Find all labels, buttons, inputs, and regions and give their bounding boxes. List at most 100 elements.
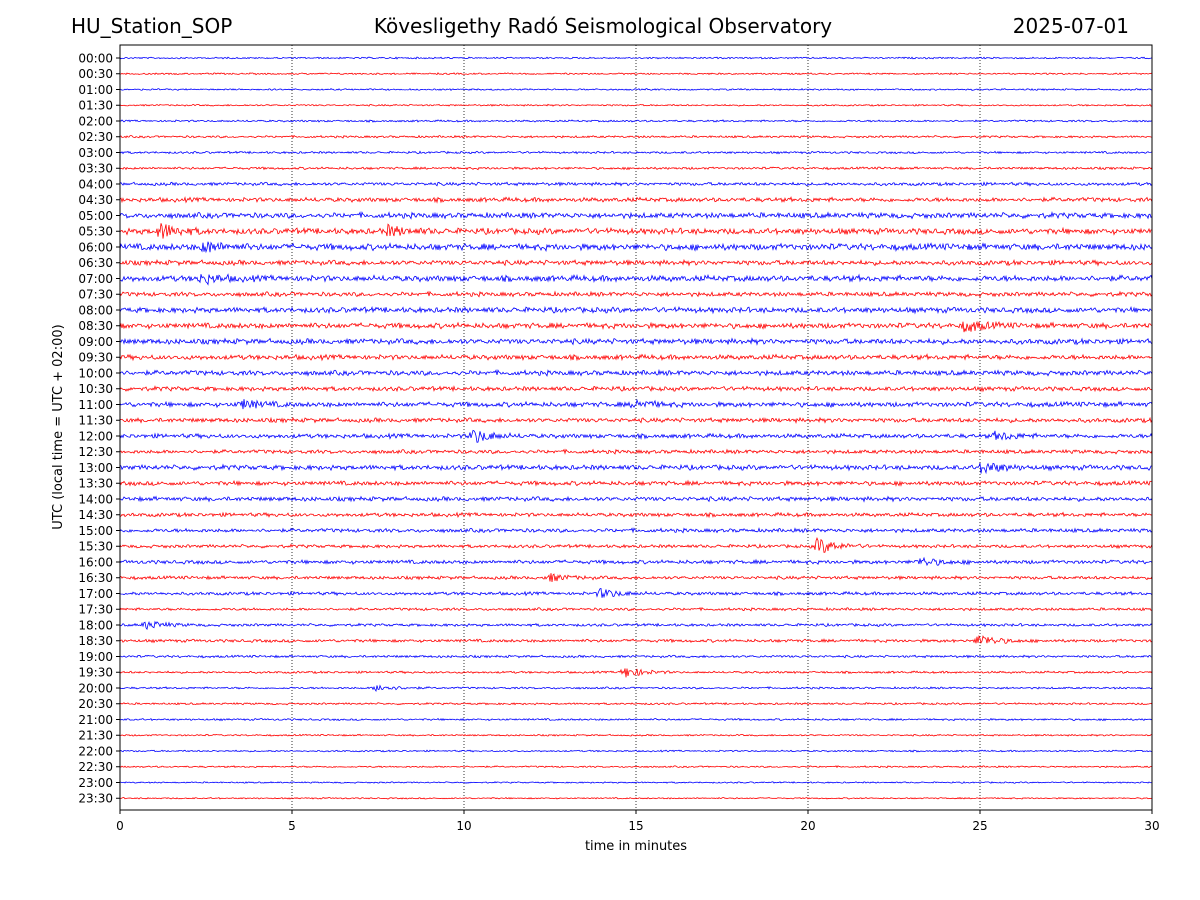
seismic-trace bbox=[119, 305, 1153, 315]
x-tick-label: 15 bbox=[628, 819, 643, 833]
seismic-trace bbox=[119, 462, 1153, 475]
seismic-trace bbox=[119, 119, 1153, 123]
y-tick-label: 19:30 bbox=[78, 666, 113, 680]
seismic-trace bbox=[119, 620, 1153, 631]
seismic-trace bbox=[119, 796, 1153, 800]
seismic-trace bbox=[119, 134, 1153, 139]
seismic-trace bbox=[119, 587, 1153, 599]
y-tick-label: 14:30 bbox=[78, 508, 113, 522]
seismic-trace bbox=[119, 573, 1153, 583]
seismic-trace bbox=[119, 717, 1153, 722]
seismic-trace bbox=[119, 337, 1153, 346]
y-tick-label: 11:00 bbox=[78, 398, 113, 412]
y-tick-label: 18:30 bbox=[78, 634, 113, 648]
y-tick-label: 03:30 bbox=[78, 162, 113, 176]
seismic-trace bbox=[119, 749, 1153, 753]
seismic-trace bbox=[119, 684, 1153, 693]
seismic-trace bbox=[119, 429, 1153, 443]
y-tick-label: 05:30 bbox=[78, 225, 113, 239]
y-tick-label: 08:00 bbox=[78, 303, 113, 317]
trace-layer bbox=[119, 56, 1153, 800]
y-tick-label: 03:00 bbox=[78, 146, 113, 160]
y-tick-label: 00:00 bbox=[78, 51, 113, 65]
seismic-trace bbox=[119, 765, 1153, 769]
y-tick-label: 15:30 bbox=[78, 540, 113, 554]
y-tick-label: 11:30 bbox=[78, 414, 113, 428]
seismic-trace bbox=[119, 527, 1153, 534]
y-tick-label: 01:00 bbox=[78, 83, 113, 97]
y-tick-label: 21:00 bbox=[78, 713, 113, 727]
seismic-trace bbox=[119, 210, 1153, 220]
y-tick-label: 14:00 bbox=[78, 492, 113, 506]
y-tick-label: 06:30 bbox=[78, 256, 113, 270]
y-tick-label: 08:30 bbox=[78, 319, 113, 333]
seismic-trace bbox=[119, 701, 1153, 706]
y-tick-label: 22:30 bbox=[78, 760, 113, 774]
y-tick-label: 02:30 bbox=[78, 130, 113, 144]
y-tick-label: 09:00 bbox=[78, 335, 113, 349]
seismic-trace bbox=[119, 150, 1153, 155]
seismic-trace bbox=[119, 385, 1153, 393]
x-tick-label: 0 bbox=[116, 819, 124, 833]
seismic-trace bbox=[119, 398, 1153, 410]
seismic-trace bbox=[119, 448, 1153, 455]
y-tick-label: 16:30 bbox=[78, 571, 113, 585]
y-tick-label: 21:30 bbox=[78, 729, 113, 743]
seismic-trace bbox=[119, 88, 1153, 91]
x-tick-label: 25 bbox=[972, 819, 987, 833]
y-tick-label: 17:00 bbox=[78, 587, 113, 601]
y-tick-label: 12:00 bbox=[78, 429, 113, 443]
y-tick-label: 07:00 bbox=[78, 272, 113, 286]
y-tick-label: 19:00 bbox=[78, 650, 113, 664]
x-tick-label: 10 bbox=[456, 819, 471, 833]
seismic-trace bbox=[119, 606, 1153, 612]
y-tick-label: 13:30 bbox=[78, 477, 113, 491]
seismic-trace bbox=[119, 320, 1153, 333]
x-axis-label: time in minutes bbox=[585, 839, 687, 854]
y-tick-label: 06:00 bbox=[78, 240, 113, 254]
y-tick-label: 23:00 bbox=[78, 776, 113, 790]
x-tick-label: 5 bbox=[288, 819, 296, 833]
seismic-trace bbox=[119, 556, 1153, 567]
seismic-trace bbox=[119, 72, 1153, 76]
x-tick-label: 20 bbox=[800, 819, 815, 833]
y-tick-label: 15:00 bbox=[78, 524, 113, 538]
seismic-trace bbox=[119, 668, 1153, 678]
seismic-trace bbox=[119, 781, 1153, 784]
x-axis-ticks: 0 5 10 15 20 25 30 bbox=[116, 810, 1160, 833]
y-tick-label: 23:30 bbox=[78, 792, 113, 806]
seismic-trace bbox=[119, 56, 1153, 60]
x-tick-label: 30 bbox=[1144, 819, 1159, 833]
y-tick-label: 17:30 bbox=[78, 603, 113, 617]
seismic-trace bbox=[119, 416, 1153, 424]
y-tick-label: 04:00 bbox=[78, 177, 113, 191]
date-label: 2025-07-01 bbox=[1012, 14, 1129, 38]
y-tick-label: 10:00 bbox=[78, 366, 113, 380]
y-tick-label: 20:00 bbox=[78, 681, 113, 695]
y-tick-label: 22:00 bbox=[78, 744, 113, 758]
y-tick-label: 18:00 bbox=[78, 618, 113, 632]
seismic-trace bbox=[119, 258, 1153, 267]
y-tick-label: 13:00 bbox=[78, 461, 113, 475]
seismic-trace bbox=[119, 103, 1153, 107]
y-tick-label: 02:00 bbox=[78, 114, 113, 128]
grid-layer bbox=[291, 45, 981, 810]
y-tick-label: 05:00 bbox=[78, 209, 113, 223]
seismic-trace bbox=[119, 290, 1153, 298]
seismic-trace bbox=[119, 166, 1153, 171]
y-tick-label: 07:30 bbox=[78, 288, 113, 302]
seismic-trace bbox=[119, 536, 1153, 553]
y-tick-label: 20:30 bbox=[78, 697, 113, 711]
seismic-trace bbox=[119, 273, 1153, 286]
seismic-trace bbox=[119, 368, 1153, 377]
y-axis-label: UTC (local time = UTC + 02:00) bbox=[51, 324, 66, 529]
seismic-trace bbox=[119, 479, 1153, 487]
seismic-trace bbox=[119, 634, 1153, 645]
y-tick-label: 09:30 bbox=[78, 351, 113, 365]
seismic-trace bbox=[119, 241, 1153, 254]
y-tick-label: 00:30 bbox=[78, 67, 113, 81]
seismic-trace bbox=[119, 511, 1153, 519]
observatory-title: Kövesligethy Radó Seismological Observat… bbox=[373, 14, 833, 38]
